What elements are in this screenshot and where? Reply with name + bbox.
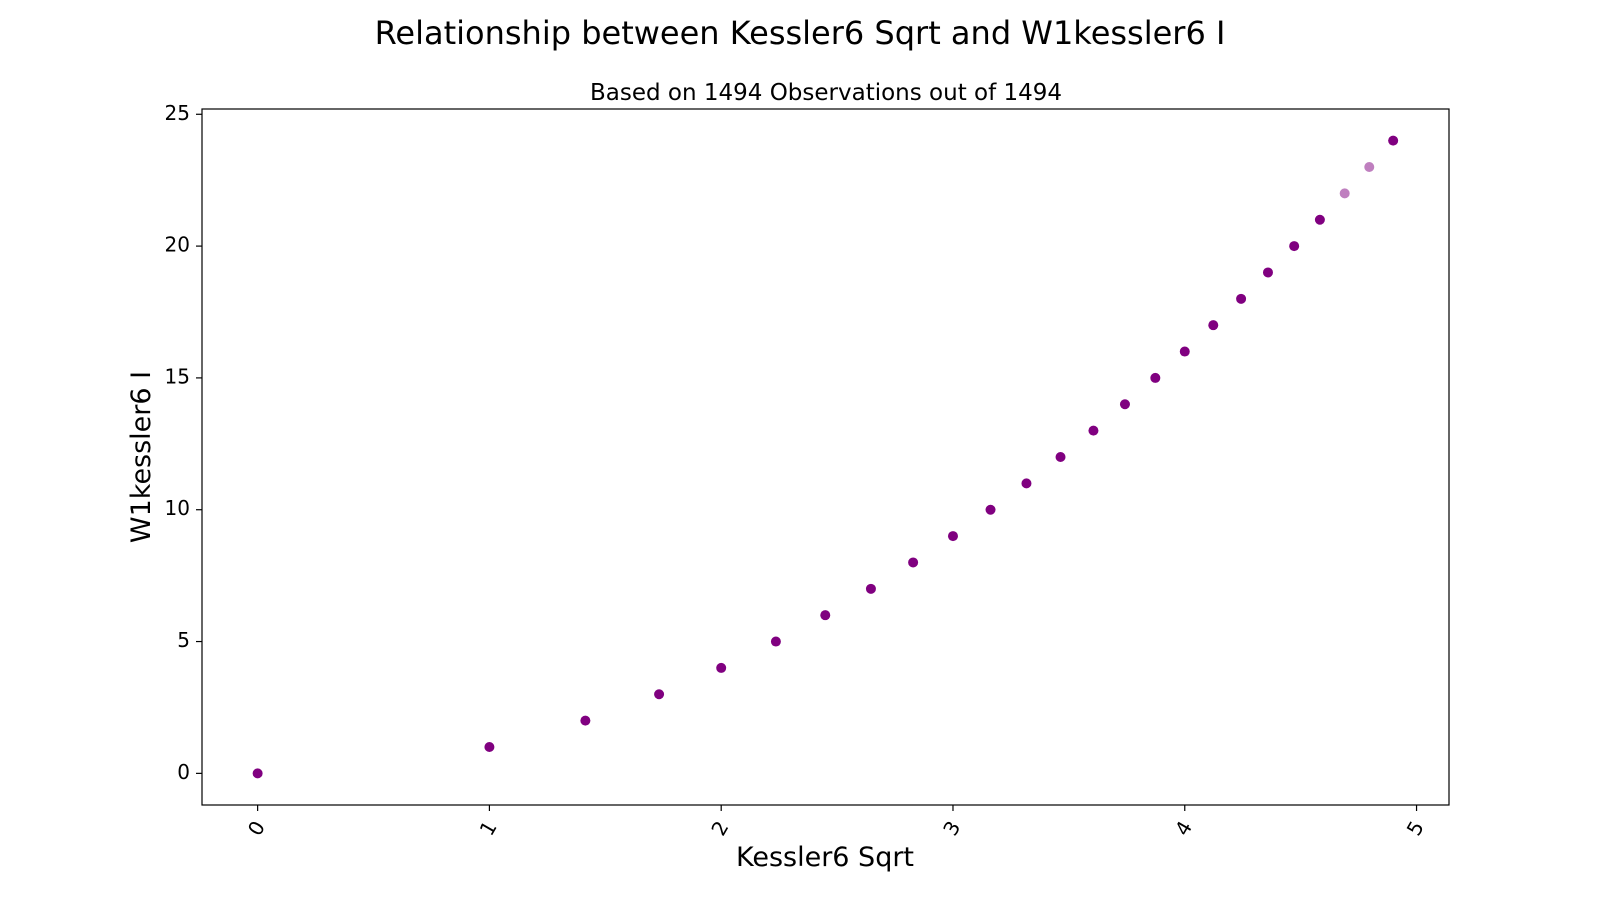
data-point bbox=[1388, 135, 1399, 146]
x-tick-label: 5 bbox=[1402, 817, 1429, 840]
data-point bbox=[985, 504, 996, 515]
x-tick-label: 0 bbox=[243, 817, 270, 840]
data-point bbox=[947, 531, 958, 542]
data-points bbox=[252, 135, 1399, 779]
data-point bbox=[865, 583, 876, 594]
data-point bbox=[1314, 214, 1325, 225]
data-point bbox=[1262, 267, 1273, 278]
x-axis: 0 1 2 3 4 5 bbox=[243, 805, 1429, 840]
data-point bbox=[770, 636, 781, 647]
y-tick-label: 5 bbox=[177, 628, 190, 652]
y-tick-label: 25 bbox=[165, 101, 190, 125]
data-point bbox=[580, 715, 591, 726]
data-point bbox=[1150, 372, 1161, 383]
y-tick-label: 10 bbox=[165, 496, 190, 520]
data-point bbox=[1364, 162, 1375, 172]
data-point bbox=[1208, 320, 1219, 331]
data-point bbox=[908, 557, 919, 568]
chart-title: Relationship between Kessler6 Sqrt and W… bbox=[375, 14, 1226, 52]
data-point bbox=[820, 610, 831, 621]
x-axis-label: Kessler6 Sqrt bbox=[736, 842, 914, 873]
y-axis: 0 5 10 15 20 25 bbox=[165, 101, 202, 784]
data-point bbox=[1021, 478, 1032, 489]
chart-subtitle: Based on 1494 Observations out of 1494 bbox=[590, 80, 1062, 106]
data-point bbox=[1236, 293, 1247, 304]
data-point bbox=[484, 742, 495, 752]
data-point bbox=[654, 689, 665, 700]
x-tick-label: 1 bbox=[475, 817, 502, 840]
data-point bbox=[1179, 346, 1190, 357]
data-point bbox=[1289, 241, 1300, 252]
data-point bbox=[716, 662, 727, 673]
data-point bbox=[252, 768, 263, 779]
data-point bbox=[1088, 425, 1099, 436]
x-tick-label: 4 bbox=[1170, 817, 1197, 840]
data-point bbox=[1055, 452, 1066, 462]
y-tick-label: 15 bbox=[165, 364, 190, 388]
y-tick-label: 20 bbox=[165, 233, 190, 257]
x-tick-label: 2 bbox=[706, 817, 733, 840]
y-tick-label: 0 bbox=[177, 760, 190, 784]
data-point bbox=[1339, 188, 1350, 199]
plot-area bbox=[201, 108, 1450, 806]
data-point bbox=[1119, 399, 1130, 410]
y-axis-label: W1kessler6 I bbox=[126, 371, 157, 543]
x-tick-label: 3 bbox=[938, 817, 965, 840]
